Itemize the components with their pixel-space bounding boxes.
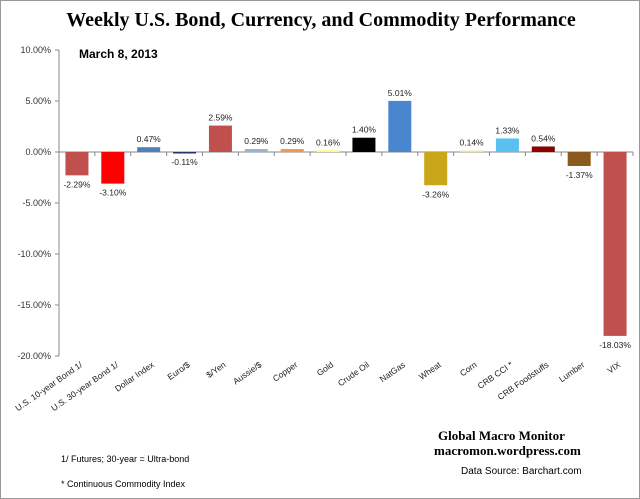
- y-tick-label: 5.00%: [25, 96, 51, 106]
- y-tick-label: -5.00%: [22, 198, 51, 208]
- data-label: 2.59%: [208, 113, 233, 123]
- bar: [352, 137, 376, 152]
- y-tick-label: -10.00%: [17, 249, 51, 259]
- x-tick-label: Euro/$: [165, 359, 191, 382]
- brand-name: Global Macro Monitor: [438, 428, 565, 443]
- data-label: -1.37%: [566, 170, 593, 180]
- x-tick-label: Lumber: [557, 359, 586, 384]
- data-label: 0.29%: [244, 136, 269, 146]
- x-tick-label: NatGas: [378, 359, 407, 384]
- footnote-futures: 1/ Futures; 30-year = Ultra-bond: [61, 454, 190, 464]
- x-tick-label: Copper: [271, 359, 300, 383]
- x-tick-label: Aussie/$: [231, 359, 264, 386]
- x-tick-label: Crude Oil: [336, 359, 371, 388]
- bar: [531, 146, 555, 152]
- chart-subtitle: March 8, 2013: [79, 47, 158, 61]
- bar: [137, 147, 161, 152]
- data-label: 1.40%: [352, 125, 377, 135]
- bar: [603, 152, 627, 336]
- bar: [173, 152, 197, 154]
- x-tick-label: U.S. 30-year Bond 1/: [49, 359, 120, 413]
- x-tick-label: Wheat: [417, 359, 443, 382]
- bar: [244, 149, 268, 152]
- bar: [567, 152, 591, 166]
- data-label: 5.01%: [388, 88, 413, 98]
- bar: [388, 100, 412, 152]
- brand-site: macromon.wordpress.com: [434, 443, 581, 458]
- x-tick-label: Dollar Index: [113, 359, 157, 394]
- y-tick-label: -15.00%: [17, 300, 51, 310]
- bar: [101, 152, 125, 184]
- data-label: 0.54%: [531, 133, 556, 143]
- data-label: 0.16%: [316, 137, 341, 147]
- bar: [280, 149, 304, 152]
- footnote-cci: * Continuous Commodity Index: [61, 479, 186, 489]
- chart-title: Weekly U.S. Bond, Currency, and Commodit…: [66, 9, 576, 31]
- bar: [495, 138, 519, 152]
- data-label: 0.47%: [137, 134, 162, 144]
- data-label: -3.10%: [99, 188, 126, 198]
- y-tick-label: 10.00%: [20, 45, 51, 55]
- data-label: -3.26%: [422, 189, 449, 199]
- data-source: Data Source: Barchart.com: [461, 466, 582, 477]
- data-label: 0.29%: [280, 136, 305, 146]
- data-label: 0.14%: [460, 138, 485, 148]
- x-tick-label: VIX: [605, 359, 622, 375]
- bar: [316, 150, 340, 152]
- y-tick-label: 0.00%: [25, 147, 51, 157]
- data-label: -2.29%: [63, 179, 90, 189]
- bar: [460, 150, 484, 153]
- bar: [65, 152, 89, 176]
- y-tick-label: -20.00%: [17, 351, 51, 361]
- x-tick-label: Gold: [315, 359, 336, 378]
- bar: [208, 125, 232, 152]
- x-tick-label: Corn: [458, 359, 479, 378]
- x-tick-label: $/Yen: [204, 359, 228, 380]
- data-label: -18.03%: [599, 340, 631, 350]
- bar: [424, 152, 448, 186]
- data-label: -0.11%: [171, 157, 198, 167]
- data-label: 1.33%: [495, 125, 520, 135]
